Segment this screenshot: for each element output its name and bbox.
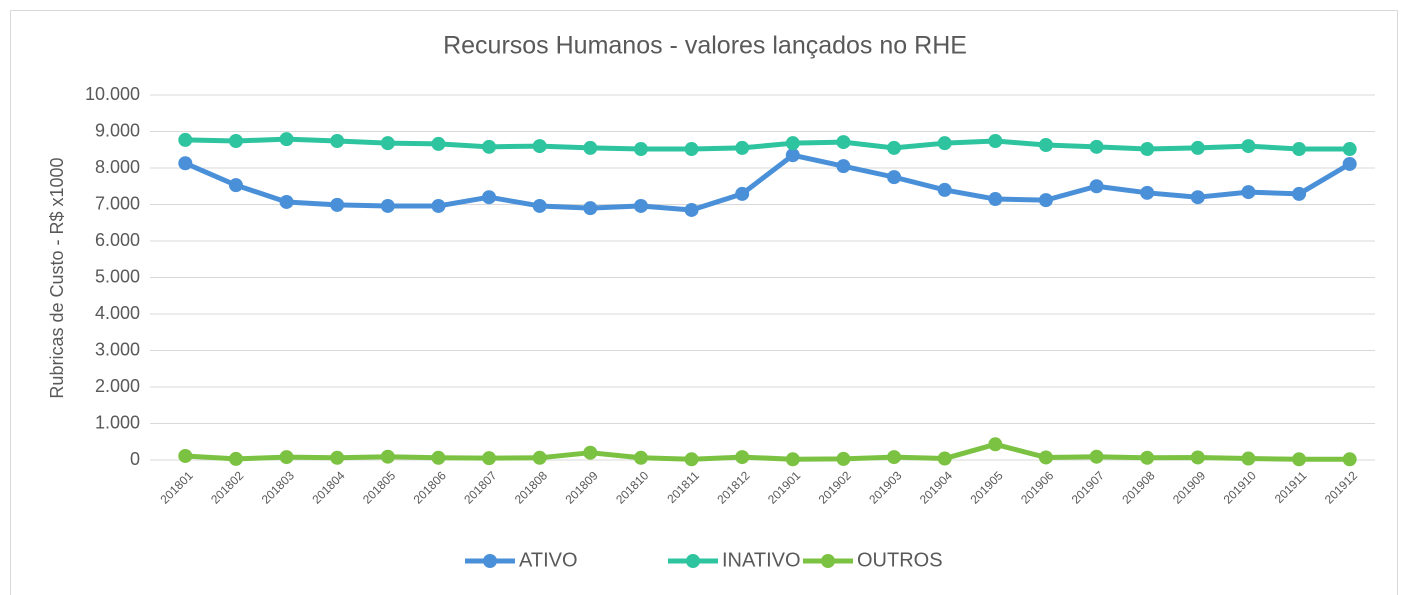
series-line [185,136,1350,152]
y-tick-label: 2.000 [95,376,140,396]
data-point [836,135,851,150]
data-point [380,198,395,213]
data-point [1089,179,1104,194]
data-point [1190,450,1205,465]
y-tick-label: 6.000 [95,230,140,250]
chart-title: Recursos Humanos - valores lançados no R… [443,32,967,60]
y-tick-label: 9.000 [95,120,140,140]
data-point [785,452,800,467]
data-point [1190,190,1205,205]
data-point [1089,139,1104,154]
data-point [735,140,750,155]
legend-marker [821,554,835,568]
data-point [735,450,750,465]
data-point [431,450,446,465]
data-point [228,451,243,466]
data-point [279,450,294,465]
data-point [988,133,1003,148]
y-tick-label: 10.000 [85,84,140,104]
series-line [184,152,1351,213]
data-point [228,133,243,148]
data-point [684,202,699,217]
data-point [1342,142,1357,157]
data-point [937,182,952,197]
data-point [178,132,193,147]
data-point [988,437,1003,452]
data-point [785,148,800,163]
data-point [633,142,648,157]
data-point [1241,451,1256,466]
data-point [1038,450,1053,465]
legend-marker [686,554,700,568]
data-point [1292,186,1307,201]
data-point [532,198,547,213]
data-point [482,451,497,466]
y-tick-label: 4.000 [95,303,140,323]
data-point [684,452,699,467]
data-point [330,197,345,212]
data-point [1038,138,1053,153]
data-point [633,450,648,465]
data-point [1190,140,1205,155]
data-point [583,140,598,155]
data-point [482,190,497,205]
data-point [228,178,243,193]
data-point [532,450,547,465]
data-point [380,136,395,151]
data-point [1241,185,1256,200]
data-point [1292,142,1307,157]
data-point [1140,185,1155,200]
data-point [583,445,598,460]
data-point [887,170,902,185]
legend-label: INATIVO [722,549,801,571]
data-point [836,159,851,174]
series-line [185,441,1350,462]
chart-border [10,10,1398,595]
data-point [735,186,750,201]
data-point [1038,193,1053,208]
data-point [431,136,446,151]
data-point [937,136,952,151]
data-point [836,451,851,466]
data-point [785,136,800,151]
data-point [279,132,294,147]
data-point [937,451,952,466]
data-point [1241,139,1256,154]
data-point [887,450,902,465]
y-tick-label: 5.000 [95,266,140,286]
data-point [178,156,193,171]
y-tick-label: 8.000 [95,157,140,177]
data-point [1342,452,1357,467]
data-point [1089,449,1104,464]
data-point [330,133,345,148]
legend-label: ATIVO [519,549,578,571]
data-point [532,139,547,154]
data-point [1292,452,1307,467]
data-point [1140,450,1155,465]
y-tick-label: 3.000 [95,339,140,359]
y-tick-label: 1.000 [95,412,140,432]
data-point [380,449,395,464]
data-point [887,140,902,155]
y-axis-label: Rubricas de Custo - R$ x1000 [47,157,67,398]
data-point [684,142,699,157]
data-point [178,448,193,463]
data-point [1342,156,1357,171]
legend-marker [483,554,497,568]
data-point [431,198,446,213]
legend-label: OUTROS [857,549,943,571]
data-point [633,198,648,213]
y-tick-label: 7.000 [95,193,140,213]
data-point [583,201,598,216]
data-point [279,194,294,209]
data-point [1140,142,1155,157]
data-point [330,450,345,465]
y-tick-label: 0 [130,449,140,469]
data-point [482,139,497,154]
data-point [988,192,1003,207]
